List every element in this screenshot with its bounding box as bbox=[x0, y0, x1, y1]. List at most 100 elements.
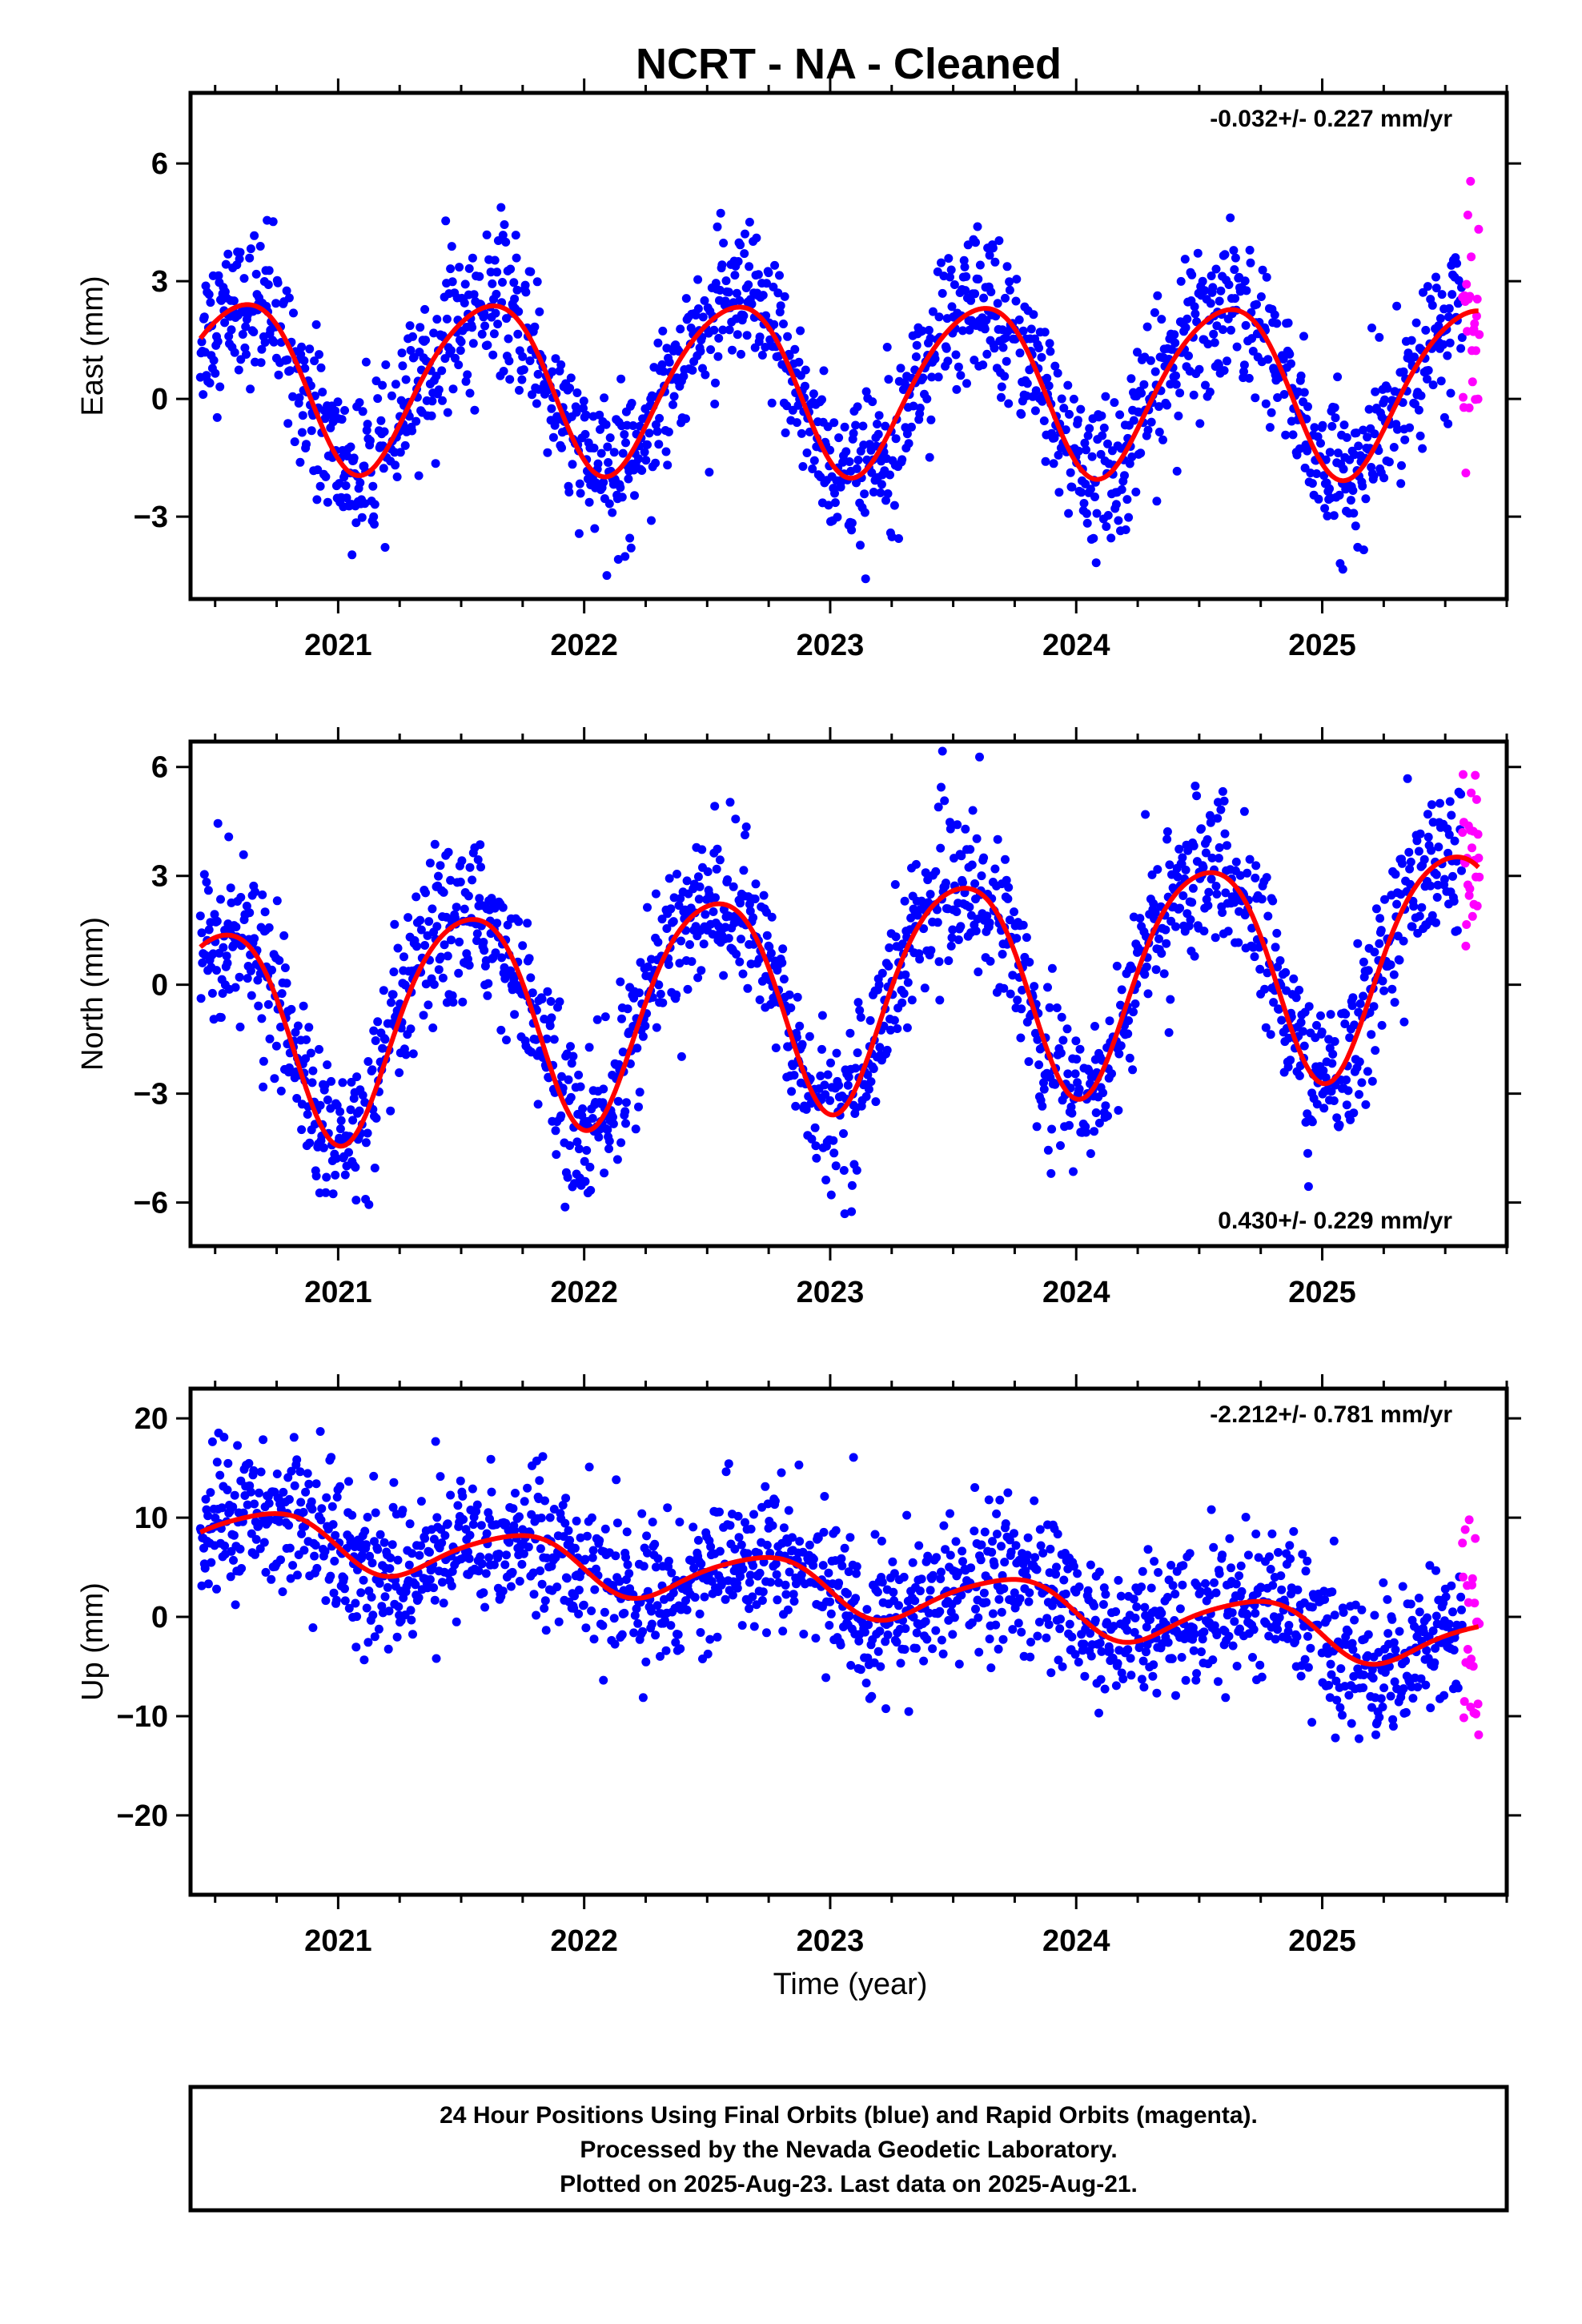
final-orbit-point bbox=[1076, 404, 1086, 414]
final-orbit-point bbox=[1203, 901, 1213, 911]
final-orbit-point bbox=[978, 360, 988, 370]
final-orbit-point bbox=[1342, 432, 1351, 442]
final-orbit-point bbox=[889, 501, 899, 510]
final-orbit-point bbox=[368, 481, 378, 491]
final-orbit-point bbox=[552, 1150, 561, 1160]
final-orbit-point bbox=[937, 1567, 946, 1577]
final-orbit-point bbox=[431, 1437, 440, 1446]
final-orbit-point bbox=[210, 910, 219, 919]
final-orbit-point bbox=[504, 356, 514, 366]
final-orbit-point bbox=[918, 373, 928, 383]
final-orbit-point bbox=[1316, 1011, 1325, 1020]
final-orbit-point bbox=[359, 1655, 369, 1665]
final-orbit-point bbox=[1069, 1167, 1078, 1176]
final-orbit-point bbox=[1171, 380, 1181, 389]
final-orbit-point bbox=[1243, 1550, 1253, 1560]
final-orbit-point bbox=[302, 440, 311, 449]
final-orbit-point bbox=[693, 973, 703, 983]
final-orbit-point bbox=[1054, 450, 1063, 460]
final-orbit-point bbox=[971, 927, 981, 935]
final-orbit-point bbox=[603, 442, 612, 452]
final-orbit-point bbox=[1389, 970, 1399, 979]
final-orbit-point bbox=[388, 990, 398, 999]
final-orbit-point bbox=[269, 337, 279, 347]
final-orbit-point bbox=[779, 320, 788, 328]
final-orbit-point bbox=[351, 1642, 361, 1652]
final-orbit-point bbox=[1212, 890, 1222, 899]
final-orbit-point bbox=[809, 389, 818, 399]
final-orbit-point bbox=[396, 448, 405, 457]
final-orbit-point bbox=[852, 1562, 861, 1571]
final-orbit-point bbox=[429, 1583, 439, 1593]
final-orbit-point bbox=[751, 879, 761, 889]
final-orbit-point bbox=[1350, 1020, 1359, 1030]
final-orbit-point bbox=[315, 1100, 325, 1110]
final-orbit-point bbox=[791, 1101, 801, 1111]
final-orbit-point bbox=[1343, 1086, 1353, 1096]
final-orbit-point bbox=[1255, 1660, 1265, 1670]
final-orbit-point bbox=[1195, 364, 1204, 374]
final-orbit-point bbox=[518, 1525, 528, 1534]
final-orbit-point bbox=[335, 1482, 345, 1491]
final-orbit-point bbox=[1329, 511, 1339, 521]
final-orbit-point bbox=[784, 1506, 793, 1515]
final-orbit-point bbox=[988, 1537, 997, 1546]
final-orbit-point bbox=[637, 466, 647, 475]
final-orbit-point bbox=[255, 242, 265, 251]
final-orbit-point bbox=[931, 1626, 941, 1635]
final-orbit-point bbox=[207, 1558, 216, 1567]
final-orbit-point bbox=[446, 264, 456, 274]
final-orbit-point bbox=[299, 1001, 308, 1011]
final-orbit-point bbox=[736, 240, 745, 250]
final-orbit-point bbox=[794, 357, 804, 367]
final-orbit-point bbox=[1333, 448, 1343, 458]
rapid-orbit-point bbox=[1467, 788, 1476, 798]
final-orbit-point bbox=[508, 1504, 518, 1514]
final-orbit-point bbox=[1444, 304, 1454, 313]
final-orbit-point bbox=[1006, 1547, 1016, 1557]
final-orbit-point bbox=[1157, 949, 1166, 958]
final-orbit-point bbox=[352, 1072, 362, 1082]
final-orbit-point bbox=[974, 275, 983, 283]
final-orbit-point bbox=[1129, 1594, 1138, 1604]
final-orbit-point bbox=[419, 1011, 428, 1020]
final-orbit-point bbox=[1241, 320, 1251, 330]
final-orbit-point bbox=[1359, 425, 1368, 435]
final-orbit-point bbox=[1082, 518, 1092, 528]
final-orbit-point bbox=[468, 323, 477, 332]
final-orbit-point bbox=[616, 1138, 626, 1148]
final-orbit-point bbox=[876, 488, 885, 497]
final-orbit-point bbox=[1355, 999, 1365, 1008]
final-orbit-point bbox=[1057, 394, 1066, 404]
final-orbit-point bbox=[599, 1084, 608, 1094]
final-orbit-point bbox=[355, 398, 364, 408]
final-orbit-point bbox=[1061, 1589, 1070, 1598]
final-orbit-point bbox=[980, 324, 990, 334]
final-orbit-point bbox=[1195, 419, 1205, 428]
final-orbit-point bbox=[1231, 857, 1241, 866]
final-orbit-point bbox=[903, 978, 913, 987]
final-orbit-point bbox=[255, 1488, 263, 1498]
final-orbit-point bbox=[293, 1021, 303, 1031]
final-orbit-point bbox=[977, 871, 986, 881]
final-orbit-point bbox=[993, 834, 1002, 844]
final-orbit-point bbox=[1143, 425, 1153, 435]
final-orbit-point bbox=[664, 427, 673, 436]
final-orbit-point bbox=[1419, 854, 1429, 864]
final-orbit-point bbox=[1335, 1703, 1345, 1712]
final-orbit-point bbox=[580, 1554, 590, 1564]
final-orbit-point bbox=[935, 995, 945, 1005]
final-orbit-point bbox=[297, 1529, 307, 1538]
final-orbit-point bbox=[1312, 469, 1321, 478]
final-orbit-point bbox=[328, 1189, 338, 1199]
final-orbit-point bbox=[250, 231, 259, 240]
final-orbit-point bbox=[830, 489, 839, 498]
final-orbit-point bbox=[1059, 1575, 1069, 1585]
final-orbit-point bbox=[1120, 471, 1129, 480]
final-orbit-point bbox=[373, 1545, 383, 1554]
final-orbit-point bbox=[1435, 798, 1444, 808]
final-orbit-point bbox=[724, 287, 733, 297]
final-orbit-point bbox=[939, 1521, 949, 1530]
final-orbit-point bbox=[671, 1638, 681, 1647]
final-orbit-point bbox=[933, 905, 942, 915]
